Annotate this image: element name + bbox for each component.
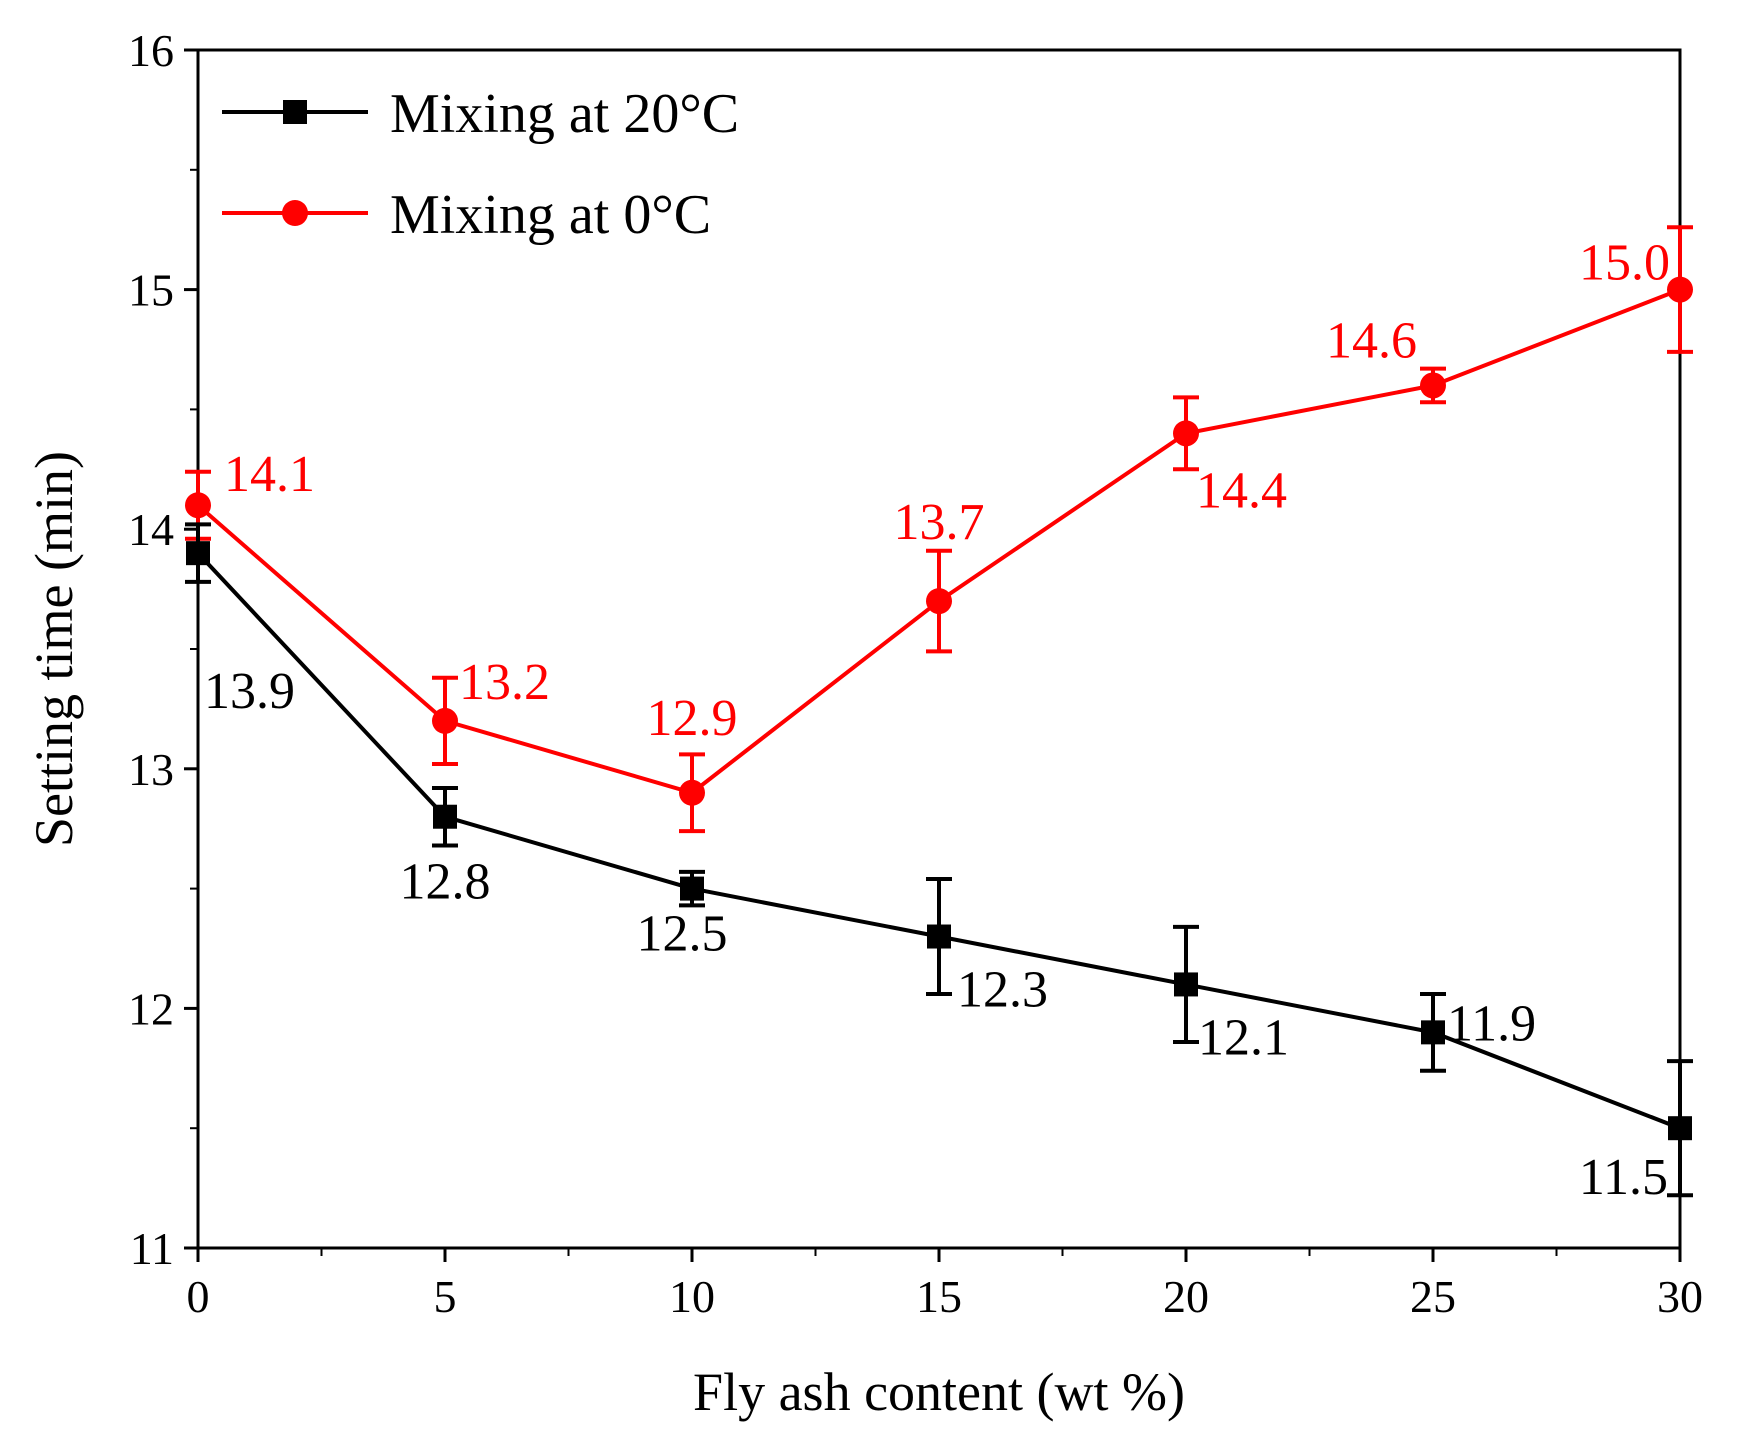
data-label: 12.3 xyxy=(957,962,1048,1019)
y-tick-label: 11 xyxy=(130,1223,174,1274)
axis-tick-labels: 0 5 10 15 20 25 30 11 12 13 14 15 16 xyxy=(128,25,1703,1322)
x-tick-label: 0 xyxy=(187,1271,210,1322)
legend-label: Mixing at 20°C xyxy=(390,83,739,145)
data-label: 14.1 xyxy=(224,446,315,503)
data-point xyxy=(433,804,457,829)
x-axis-title: Fly ash content (wt %) xyxy=(693,1362,1185,1422)
data-label: 12.9 xyxy=(647,690,738,747)
data-label: 14.6 xyxy=(1326,312,1417,369)
x-tick-label: 30 xyxy=(1657,1271,1703,1322)
data-label: 12.1 xyxy=(1198,1009,1289,1066)
legend: Mixing at 20°C Mixing at 0°C xyxy=(222,83,739,246)
y-axis-title: Setting time (min) xyxy=(24,451,84,847)
series-layer xyxy=(185,225,1693,1198)
data-labels: 14.1 13.2 12.9 13.7 14.4 14.6 15.0 13.9 12.8 12.5… xyxy=(204,235,1670,1207)
x-tick-label: 25 xyxy=(1410,1271,1456,1322)
data-point xyxy=(1420,372,1446,399)
data-point xyxy=(926,588,952,615)
data-point xyxy=(186,541,210,566)
data-label: 13.7 xyxy=(894,494,985,551)
data-point xyxy=(1174,972,1198,997)
data-point xyxy=(1173,420,1199,447)
series-1 xyxy=(185,225,1693,834)
legend-marker xyxy=(283,100,307,124)
data-label: 15.0 xyxy=(1579,235,1670,292)
x-tick-label: 15 xyxy=(916,1271,962,1322)
data-point xyxy=(679,779,705,806)
data-label: 13.2 xyxy=(459,654,550,711)
data-point xyxy=(432,707,458,734)
y-tick-label: 15 xyxy=(128,265,174,316)
data-label: 11.9 xyxy=(1447,995,1536,1052)
y-tick-label: 14 xyxy=(128,504,174,555)
data-label: 13.9 xyxy=(204,663,295,720)
legend-label: Mixing at 0°C xyxy=(390,184,711,246)
data-point xyxy=(1668,1116,1692,1141)
x-tick-label: 5 xyxy=(434,1271,457,1322)
axis-ticks xyxy=(184,48,1682,1262)
x-tick-label: 10 xyxy=(669,1271,715,1322)
data-label: 12.8 xyxy=(400,854,491,911)
x-tick-label: 20 xyxy=(1163,1271,1209,1322)
series-0 xyxy=(185,522,1693,1198)
data-point xyxy=(1667,276,1693,303)
data-point xyxy=(680,876,704,901)
legend-entry: Mixing at 0°C xyxy=(222,184,711,246)
data-point xyxy=(1421,1020,1445,1045)
legend-marker xyxy=(282,200,308,226)
data-label: 12.5 xyxy=(637,906,728,963)
data-label: 14.4 xyxy=(1196,462,1287,519)
y-tick-label: 13 xyxy=(128,744,174,795)
y-tick-label: 12 xyxy=(128,983,174,1034)
y-tick-label: 16 xyxy=(128,25,174,76)
legend-entry: Mixing at 20°C xyxy=(222,83,739,145)
data-point xyxy=(927,924,951,949)
data-label: 11.5 xyxy=(1579,1149,1668,1206)
data-point xyxy=(185,492,211,519)
